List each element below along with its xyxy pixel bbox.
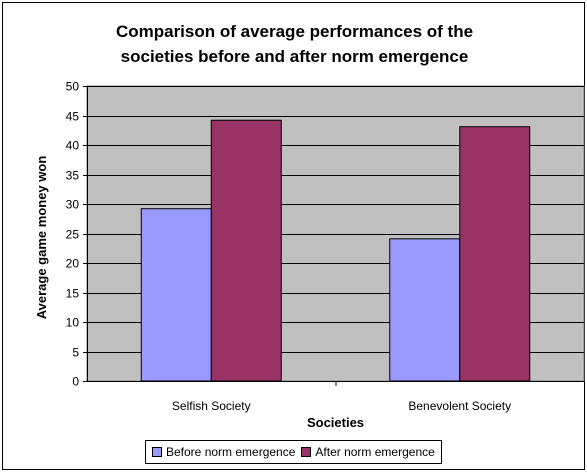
bar-chart: 0 5 10 15 20 25 30 35 40 45 50 Selfish Society Bene… <box>34 80 585 430</box>
chart-title-line-1: Comparison of average performances of th… <box>115 22 474 41</box>
bar-after-2 <box>459 126 531 382</box>
y-tick-label: 30 <box>66 198 80 212</box>
x-tick-labels: Selfish Society Benevolent Society <box>172 399 511 413</box>
axes <box>83 86 584 386</box>
y-tick-labels: 0 5 10 15 20 25 30 35 40 45 50 <box>66 80 80 389</box>
x-tick-label: Selfish Society <box>172 399 251 413</box>
legend-swatch-after <box>301 447 312 457</box>
y-tick-label: 45 <box>66 110 80 124</box>
legend-item-before: Before norm emergence <box>152 445 295 459</box>
y-tick-label: 5 <box>72 346 79 360</box>
x-tick-label: Benevolent Society <box>408 399 511 413</box>
y-axis-title: Average game money won <box>34 156 49 320</box>
y-tick-label: 15 <box>66 287 80 301</box>
y-tick-label: 40 <box>66 139 80 153</box>
y-tick-label: 20 <box>66 257 80 271</box>
legend-item-after: After norm emergence <box>301 445 435 459</box>
chart-title: Comparison of average performances of th… <box>3 19 586 69</box>
legend-label-before: Before norm emergence <box>166 445 296 459</box>
bar-before-1 <box>140 208 212 382</box>
legend-label-after: After norm emergence <box>315 445 435 459</box>
bar-after-1 <box>210 119 282 382</box>
legend: Before norm emergence After norm emergen… <box>145 440 442 464</box>
y-tick-label: 35 <box>66 169 80 183</box>
chart-title-line-2: societies before and after norm emergenc… <box>120 47 469 66</box>
x-axis-title: Societies <box>307 415 364 430</box>
y-tick-label: 10 <box>66 316 80 330</box>
bars <box>140 119 531 382</box>
y-tick-label: 25 <box>66 228 80 242</box>
y-tick-label: 50 <box>66 80 80 94</box>
legend-swatch-before <box>152 447 162 457</box>
y-tick-label: 0 <box>72 375 79 389</box>
bar-before-2 <box>389 238 461 382</box>
